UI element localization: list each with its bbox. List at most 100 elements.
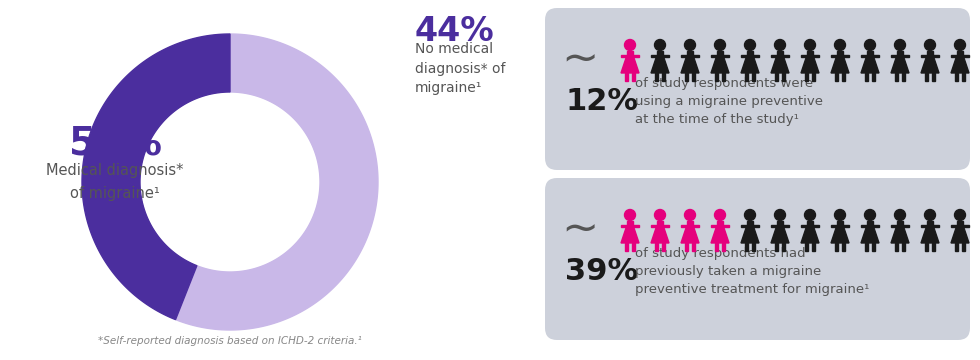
FancyArrow shape — [842, 73, 845, 81]
FancyArrow shape — [711, 55, 729, 57]
Text: 39%: 39% — [565, 257, 638, 287]
Circle shape — [924, 210, 936, 220]
Polygon shape — [175, 34, 378, 330]
Circle shape — [864, 40, 875, 50]
FancyArrow shape — [896, 73, 898, 81]
Polygon shape — [82, 34, 230, 320]
FancyArrow shape — [891, 55, 909, 57]
Text: ~: ~ — [562, 39, 599, 81]
Circle shape — [955, 210, 965, 220]
Circle shape — [835, 210, 846, 220]
Circle shape — [745, 210, 756, 220]
Circle shape — [774, 40, 786, 50]
FancyArrow shape — [775, 73, 778, 81]
Polygon shape — [711, 228, 729, 243]
FancyArrow shape — [662, 73, 664, 81]
FancyArrow shape — [896, 243, 898, 251]
Text: 44%: 44% — [415, 15, 495, 48]
Circle shape — [714, 210, 725, 220]
Text: No medical
diagnosis* of
migraine¹: No medical diagnosis* of migraine¹ — [415, 42, 506, 95]
FancyArrow shape — [865, 73, 867, 81]
FancyArrow shape — [711, 225, 729, 227]
Polygon shape — [741, 58, 759, 73]
FancyArrow shape — [681, 225, 699, 227]
FancyArrow shape — [927, 221, 933, 227]
FancyArrow shape — [685, 243, 688, 251]
FancyArrow shape — [872, 243, 875, 251]
FancyArrow shape — [837, 221, 843, 227]
Circle shape — [835, 40, 846, 50]
Circle shape — [745, 40, 756, 50]
FancyArrow shape — [932, 73, 935, 81]
FancyArrow shape — [812, 73, 814, 81]
FancyArrow shape — [632, 73, 635, 81]
FancyArrow shape — [957, 221, 962, 227]
FancyArrow shape — [925, 73, 928, 81]
FancyArrow shape — [741, 225, 759, 227]
Polygon shape — [861, 58, 879, 73]
FancyArrow shape — [621, 225, 639, 227]
Polygon shape — [741, 228, 759, 243]
FancyArrow shape — [957, 51, 962, 57]
Polygon shape — [921, 228, 939, 243]
FancyArrow shape — [715, 243, 717, 251]
Polygon shape — [771, 58, 789, 73]
Polygon shape — [771, 228, 789, 243]
Text: *Self-reported diagnosis based on ICHD-2 criteria.¹: *Self-reported diagnosis based on ICHD-2… — [98, 336, 362, 346]
FancyArrow shape — [775, 243, 778, 251]
Circle shape — [805, 40, 815, 50]
FancyArrow shape — [753, 243, 755, 251]
Text: ~: ~ — [562, 208, 599, 252]
FancyArrow shape — [865, 243, 867, 251]
Circle shape — [924, 40, 936, 50]
Text: of study respondents had
previously taken a migraine
preventive treatment for mi: of study respondents had previously take… — [635, 248, 869, 297]
FancyArrow shape — [903, 243, 905, 251]
FancyArrow shape — [627, 221, 633, 227]
FancyArrow shape — [898, 221, 903, 227]
Text: Medical diagnosis*
of migraine¹: Medical diagnosis* of migraine¹ — [46, 163, 184, 201]
FancyArrow shape — [806, 73, 808, 81]
Circle shape — [955, 40, 965, 50]
FancyArrow shape — [808, 51, 812, 57]
FancyArrow shape — [835, 73, 838, 81]
Polygon shape — [801, 58, 819, 73]
FancyArrow shape — [951, 225, 969, 227]
FancyArrow shape — [801, 55, 819, 57]
FancyArrow shape — [861, 225, 879, 227]
FancyArrow shape — [861, 55, 879, 57]
FancyArrow shape — [782, 243, 785, 251]
Polygon shape — [681, 58, 699, 73]
FancyArrow shape — [745, 73, 748, 81]
Circle shape — [684, 40, 696, 50]
Circle shape — [684, 210, 696, 220]
FancyArrow shape — [717, 51, 723, 57]
FancyArrow shape — [867, 51, 873, 57]
FancyArrow shape — [687, 221, 693, 227]
Polygon shape — [711, 58, 729, 73]
FancyArrow shape — [662, 243, 664, 251]
FancyArrow shape — [921, 55, 939, 57]
Polygon shape — [951, 228, 969, 243]
Circle shape — [805, 210, 815, 220]
Circle shape — [624, 40, 635, 50]
FancyArrow shape — [842, 243, 845, 251]
FancyArrow shape — [872, 73, 875, 81]
FancyArrow shape — [748, 51, 753, 57]
Polygon shape — [951, 58, 969, 73]
FancyArrow shape — [921, 225, 939, 227]
Polygon shape — [801, 228, 819, 243]
FancyArrow shape — [685, 73, 688, 81]
FancyArrow shape — [835, 243, 838, 251]
FancyArrow shape — [656, 243, 658, 251]
Circle shape — [624, 210, 635, 220]
Circle shape — [655, 40, 665, 50]
Circle shape — [895, 210, 906, 220]
FancyArrow shape — [658, 51, 662, 57]
FancyArrow shape — [891, 225, 909, 227]
FancyArrow shape — [927, 51, 933, 57]
Circle shape — [714, 40, 725, 50]
FancyArrow shape — [692, 243, 695, 251]
FancyArrow shape — [625, 73, 628, 81]
FancyArrow shape — [625, 243, 628, 251]
FancyArrow shape — [812, 243, 814, 251]
